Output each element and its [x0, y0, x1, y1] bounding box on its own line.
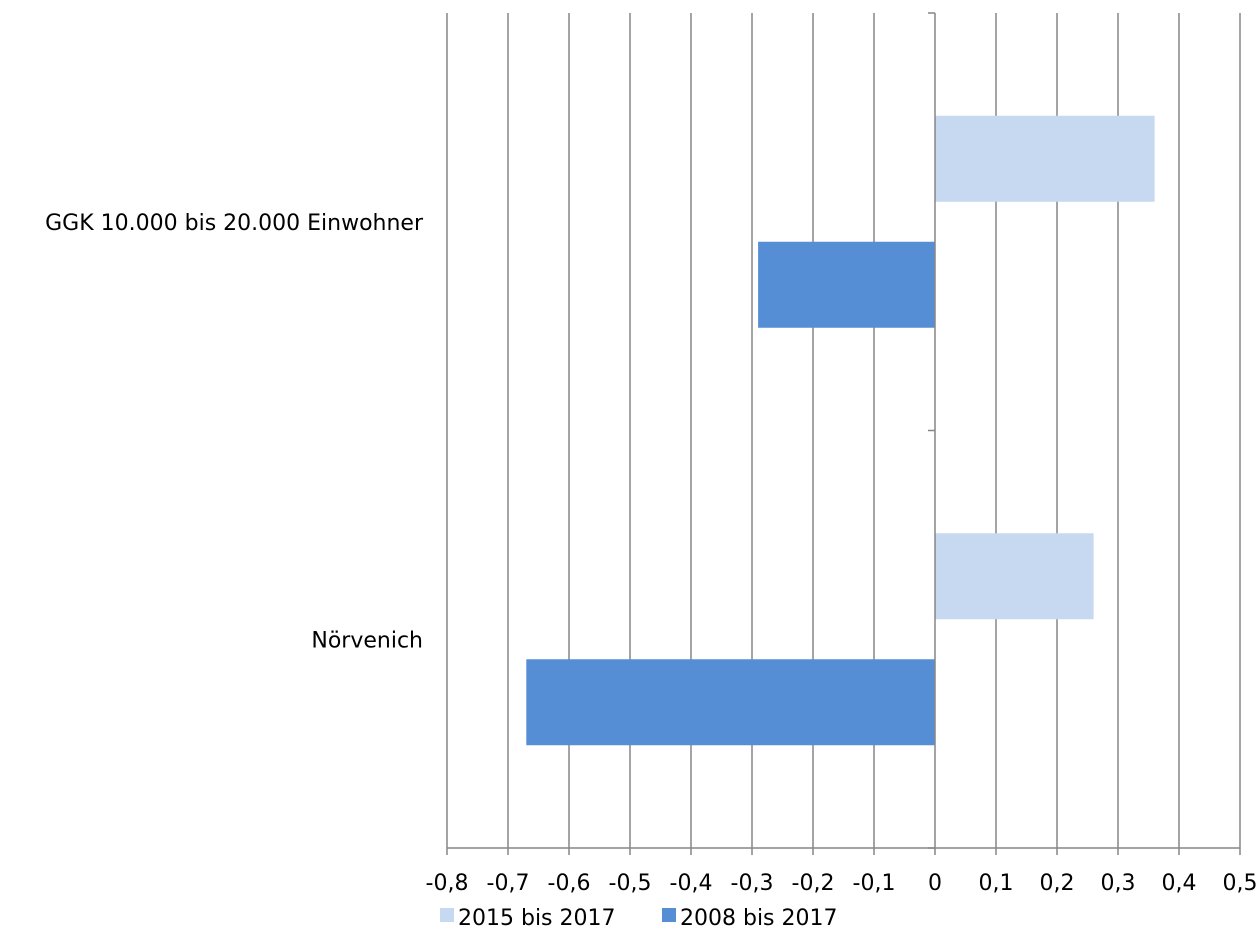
x-tick-label: 0,2: [1040, 871, 1075, 896]
x-tick-label: -0,6: [548, 871, 591, 896]
legend-label: 2008 bis 2017: [680, 906, 838, 931]
bar: [935, 533, 1094, 620]
category-label: Nörvenich: [311, 628, 423, 653]
x-tick-label: 0,1: [979, 871, 1014, 896]
x-tick-label: -0,1: [853, 871, 896, 896]
x-tick-label: 0,3: [1101, 871, 1136, 896]
bars: [526, 115, 1155, 746]
legend-swatch: [440, 908, 454, 922]
legend-label: 2015 bis 2017: [458, 906, 616, 931]
bar: [526, 659, 935, 746]
bar: [758, 241, 935, 328]
x-tick-label: 0,4: [1162, 871, 1197, 896]
x-tick-label: -0,7: [487, 871, 530, 896]
x-tick-label: -0,5: [609, 871, 652, 896]
x-tick-label: -0,8: [426, 871, 469, 896]
x-tick-label: 0: [928, 871, 942, 896]
x-tick-label: -0,3: [731, 871, 774, 896]
labels: -0,8 -0,7 -0,6 -0,5 -0,4 -0,3 -0,2 -0,1 0 0,1 0,2 0…: [45, 211, 1257, 896]
category-label: GGK 10.000 bis 20.000 Einwohner: [45, 211, 424, 236]
x-tick-label: -0,2: [792, 871, 835, 896]
legend: 2015 bis 2017 2008 bis 2017: [440, 906, 838, 931]
axes: [446, 12, 1241, 855]
legend-swatch: [662, 908, 676, 922]
x-tick-label: 0,5: [1223, 871, 1258, 896]
bar: [935, 115, 1155, 202]
x-tick-label: -0,4: [670, 871, 713, 896]
